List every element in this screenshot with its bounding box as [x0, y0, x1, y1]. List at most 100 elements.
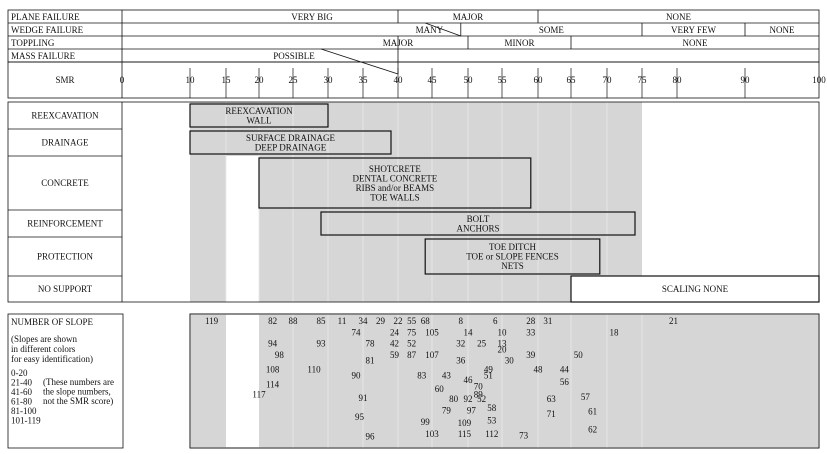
- slope-panel-shading: [259, 314, 819, 448]
- slope-number: 52: [407, 339, 416, 349]
- slope-number: 109: [458, 418, 472, 428]
- slope-number: 103: [425, 429, 439, 439]
- slope-number: 48: [534, 365, 544, 375]
- support-measure-text: SURFACE DRAINAGE: [246, 133, 336, 143]
- support-range-box: [189, 130, 392, 155]
- slope-number: 39: [526, 350, 536, 360]
- slope-number: 78: [366, 339, 376, 349]
- failure-segment-label: NONE: [770, 25, 795, 35]
- slope-number: 29: [376, 316, 386, 326]
- support-measure-text: BOLT: [467, 214, 490, 224]
- legend-note: for easy identification): [11, 354, 93, 364]
- slope-number: 87: [407, 350, 417, 360]
- slope-number: 14: [464, 327, 474, 337]
- slope-number: 34: [359, 316, 369, 326]
- support-measure-text: NETS: [501, 261, 524, 271]
- slope-number: 58: [487, 403, 497, 413]
- slope-number: 36: [456, 356, 466, 366]
- failure-row-label: PLANE FAILURE: [11, 12, 80, 22]
- slope-number: 99: [421, 417, 431, 427]
- slope-number: 62: [588, 425, 597, 435]
- slope-number: 112: [485, 429, 498, 439]
- slope-number: 11: [338, 316, 347, 326]
- smr-axis-label: SMR: [55, 75, 74, 85]
- slope-number: 21: [669, 316, 678, 326]
- support-row-label: REINFORCEMENT: [27, 219, 103, 229]
- slope-number: 43: [442, 370, 452, 380]
- slope-number: 25: [477, 339, 487, 349]
- slope-number: 74: [352, 327, 362, 337]
- mass-failure-diagonal: [320, 48, 399, 75]
- legend-box: [7, 313, 124, 449]
- slope-number: 98: [275, 350, 285, 360]
- slope-number: 24: [390, 327, 400, 337]
- slope-number: 33: [526, 327, 536, 337]
- slope-number: 13: [498, 339, 508, 349]
- failure-segment-label: MINOR: [504, 38, 534, 48]
- slope-number: 52: [477, 394, 486, 404]
- failure-segment-label: MAJOR: [453, 12, 484, 22]
- support-range-box: [424, 238, 601, 275]
- slope-panel-shading: [190, 314, 226, 448]
- legend-range: 21-40: [11, 378, 32, 388]
- slope-number: 110: [307, 365, 321, 375]
- slope-number: 75: [407, 327, 417, 337]
- support-measure-text: DENTAL CONCRETE: [353, 173, 438, 183]
- support-measure-text: REEXCAVATION: [225, 106, 293, 116]
- support-measure-text: TOE DITCH: [489, 242, 537, 252]
- failure-segment-label: MANY: [416, 25, 444, 35]
- slope-number: 57: [581, 392, 591, 402]
- failure-segment-label: POSSIBLE: [273, 51, 315, 61]
- slope-number: 50: [574, 350, 584, 360]
- legend-range: 81-100: [11, 406, 37, 416]
- slope-number: 18: [610, 327, 620, 337]
- support-measure-text: RIBS and/or BEAMS: [356, 183, 435, 193]
- slope-number: 89: [474, 390, 484, 400]
- slope-number: 53: [487, 416, 497, 426]
- support-measure-text: DEEP DRAINAGE: [255, 142, 327, 152]
- slope-number: 59: [390, 350, 400, 360]
- support-row-label: NO SUPPORT: [38, 284, 93, 294]
- slope-number: 115: [458, 429, 472, 439]
- slope-number: 70: [474, 382, 484, 392]
- slope-number: 60: [435, 384, 445, 394]
- slope-number: 46: [464, 375, 474, 385]
- support-row-label: PROTECTION: [37, 252, 94, 262]
- slope-number: 108: [266, 365, 280, 375]
- legend-range: 101-119: [11, 416, 41, 426]
- slope-number: 117: [252, 390, 266, 400]
- failure-segment-label: VERY FEW: [671, 25, 716, 35]
- slope-number: 63: [547, 394, 557, 404]
- slope-number: 83: [417, 370, 427, 380]
- legend-side-note: (These numbers are: [43, 377, 114, 387]
- slope-number: 32: [456, 339, 465, 349]
- support-measure-text: TOE WALLS: [370, 192, 419, 202]
- support-range-box: [258, 157, 532, 209]
- slope-number: 96: [366, 431, 376, 441]
- slope-number: 56: [560, 377, 570, 387]
- slope-number: 82: [268, 316, 277, 326]
- applicability-shading: [190, 102, 642, 302]
- legend-note: (Slopes are shown: [11, 334, 77, 344]
- slope-number: 42: [390, 339, 399, 349]
- slope-number: 10: [498, 327, 508, 337]
- slope-number: 61: [588, 407, 597, 417]
- slope-number: 85: [317, 316, 327, 326]
- support-measure-text: TOE or SLOPE FENCES: [466, 252, 559, 262]
- support-row-label: DRAINAGE: [42, 138, 89, 148]
- slope-number: 51: [484, 370, 493, 380]
- slope-number: 92: [464, 394, 473, 404]
- support-range-box: [320, 211, 636, 236]
- slope-number: 114: [266, 379, 280, 389]
- failure-segment-label: NONE: [666, 12, 691, 22]
- slope-number: 71: [547, 409, 556, 419]
- support-measure-text: SCALING NONE: [662, 284, 729, 294]
- support-measure-text: SHOTCRETE: [369, 164, 422, 174]
- slope-number: 81: [366, 356, 375, 366]
- slope-number: 49: [484, 365, 494, 375]
- legend-title: NUMBER OF SLOPE: [11, 317, 94, 327]
- slope-number: 94: [268, 339, 278, 349]
- slope-number: 30: [505, 356, 515, 366]
